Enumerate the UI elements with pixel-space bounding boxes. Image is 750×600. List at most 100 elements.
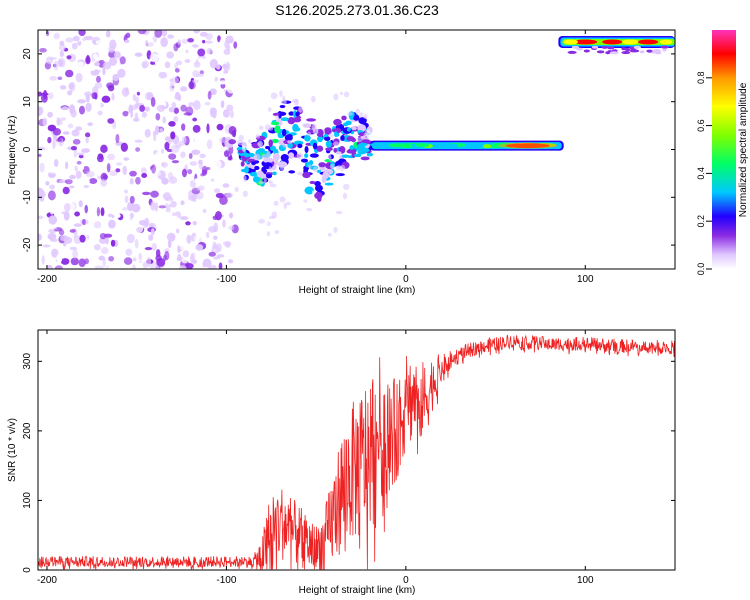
noise-blob [69,229,76,233]
noise-blob [202,208,207,214]
noise-blob [225,192,233,199]
noise-blob [60,106,70,112]
halo-blob [308,164,312,169]
signal-blob [359,147,370,153]
signal-blob [274,125,281,134]
noise-blob [228,139,237,145]
noise-blob [94,265,104,269]
noise-blob [160,105,165,110]
noise-blob [131,264,137,269]
noise-blob [142,191,151,196]
signal-blob [341,115,347,121]
signal-blob [272,112,280,117]
noise-blob [45,56,54,65]
noise-blob [136,91,141,96]
noise-blob [186,234,192,244]
halo-blob [242,145,246,152]
signal-blob [285,134,293,139]
noise-blob [188,152,193,160]
alias-halo [621,51,631,55]
noise-blob [177,93,182,101]
halo-blob [287,192,294,197]
noise-blob [167,239,172,249]
halo-blob [248,139,252,144]
noise-blob [75,126,83,131]
noise-blob [215,243,222,252]
noise-blob [51,248,59,258]
noise-blob [184,262,194,269]
noise-blob [150,190,159,198]
signal-blob [240,161,245,167]
noise-blob [154,125,160,135]
halo-blob [356,137,363,142]
noise-blob [222,219,226,228]
noise-blob [223,48,231,55]
noise-blob [158,205,167,209]
halo-blob [257,140,263,147]
noise-blob [220,100,225,109]
noise-blob [62,186,70,195]
halo-blob [237,139,244,146]
noise-blob [146,257,152,267]
noise-blob [138,252,143,261]
halo-blob [269,183,277,188]
noise-blob [92,40,96,45]
alias-halo [629,46,634,50]
noise-blob [101,95,111,103]
signal-blob [360,156,370,161]
spectrogram-x-ticks: -200 -100 0 100 [37,30,594,285]
y-tick-label: 100 [22,492,33,509]
noise-blob [78,258,86,267]
noise-blob [52,40,60,47]
halo-blob [258,219,266,224]
noise-blob [55,138,63,142]
noise-blob [192,117,198,122]
signal-blob [269,145,277,151]
noise-blob [164,61,171,69]
noise-blob [197,48,206,57]
halo-blob [279,196,286,203]
noise-blob [38,153,42,157]
noise-blob [177,39,182,45]
halo-blob [279,163,284,171]
noise-blob [123,157,130,161]
noise-blob [124,66,131,75]
noise-blob [78,30,86,36]
halo-blob [303,199,308,203]
noise-blob [179,86,188,92]
halo-blob [343,91,350,98]
noise-blob [159,66,167,71]
halo-blob [281,232,287,238]
noise-blob [81,148,91,154]
noise-blob [73,223,82,227]
noise-blob [193,30,200,34]
halo-blob [311,127,317,131]
spectrogram-y-ticks: -20 -10 0 10 20 [22,48,675,252]
signal-blob [281,128,287,137]
noise-blob [209,107,218,115]
noise-blob [116,162,123,166]
noise-blob [78,178,85,182]
noise-blob [44,76,48,85]
noise-blob [128,95,134,101]
halo-blob [273,200,279,206]
noise-blob [220,83,226,89]
alias-peak [602,39,623,45]
noise-blob [172,212,176,217]
noise-blob [70,146,78,151]
noise-blob [221,228,227,235]
noise-blob [129,152,136,156]
noise-blob [67,90,73,96]
noise-blob [205,217,209,224]
signal-blob [288,152,295,159]
noise-blob [85,170,95,178]
noise-blob [219,38,225,47]
noise-blob [72,35,80,42]
y-tick-label: 200 [22,422,33,439]
noise-blob [122,165,127,176]
noise-blob [100,247,109,255]
noise-blob [95,101,102,109]
noise-blob [50,209,54,215]
halo-blob [350,204,355,209]
